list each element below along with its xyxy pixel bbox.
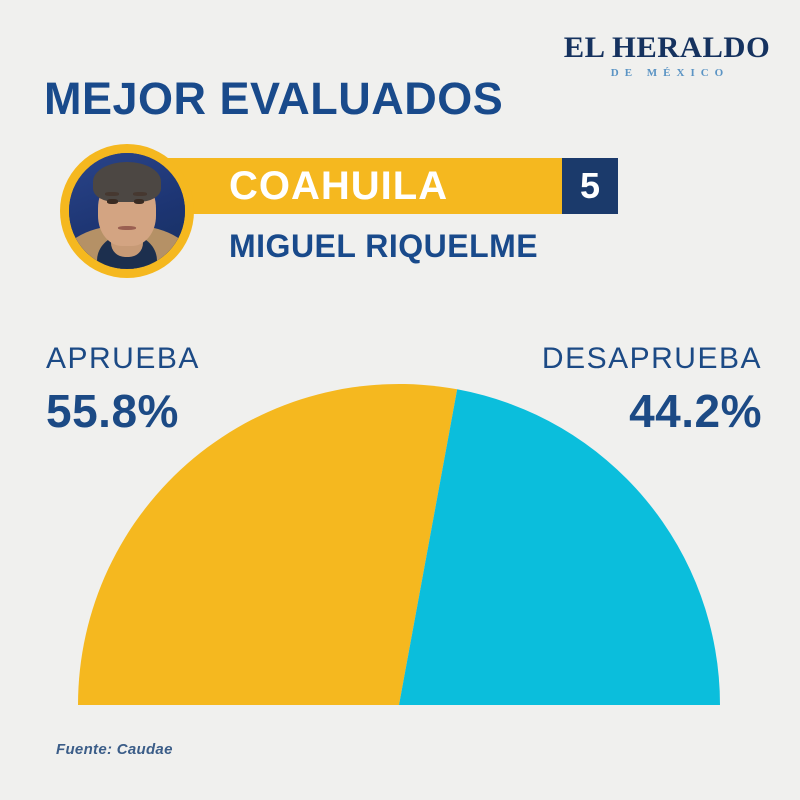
state-banner	[155, 158, 598, 214]
avatar-photo	[69, 153, 185, 269]
disapprove-value: 44.2%	[629, 385, 762, 437]
semicircle-svg	[78, 383, 720, 705]
pie-slice-disapprove	[399, 389, 720, 705]
rank-number: 5	[579, 165, 601, 206]
rank-badge: 5	[562, 158, 618, 214]
approve-value: 55.8%	[46, 385, 179, 437]
brand-logo-main: EL HERALDO	[563, 31, 771, 64]
person-name: MIGUEL RIQUELME	[229, 228, 539, 264]
disapprove-label-group: DESAPRUEBA 44.2%	[541, 342, 762, 437]
avatar-hair	[93, 162, 161, 202]
brand-logo: EL HERALDO DE MÉXICO	[562, 31, 772, 80]
avatar-eyebrow-right	[132, 192, 147, 196]
avatar-eyebrow-left	[104, 192, 119, 196]
approve-caption: APRUEBA	[46, 342, 200, 375]
avatar-mouth	[117, 226, 137, 231]
brand-logo-sub: DE MÉXICO	[610, 67, 730, 79]
page-title: MEJOR EVALUADOS	[44, 73, 504, 124]
pie-slices	[78, 383, 720, 705]
source-note: Fuente: Caudae	[56, 741, 173, 758]
state-name: COAHUILA	[229, 164, 449, 208]
entry-card: 5 COAHUILA MIGUEL RIQUELME	[44, 140, 644, 315]
approve-label-group: APRUEBA 55.8%	[46, 342, 200, 437]
pie-slice-approve	[78, 383, 458, 705]
approval-semicircle-chart: APRUEBA 55.8% DESAPRUEBA 44.2%	[0, 330, 800, 730]
disapprove-caption: DESAPRUEBA	[541, 342, 762, 375]
avatar-eye-left	[107, 199, 118, 205]
avatar	[60, 144, 194, 278]
avatar-eye-right	[133, 199, 145, 205]
